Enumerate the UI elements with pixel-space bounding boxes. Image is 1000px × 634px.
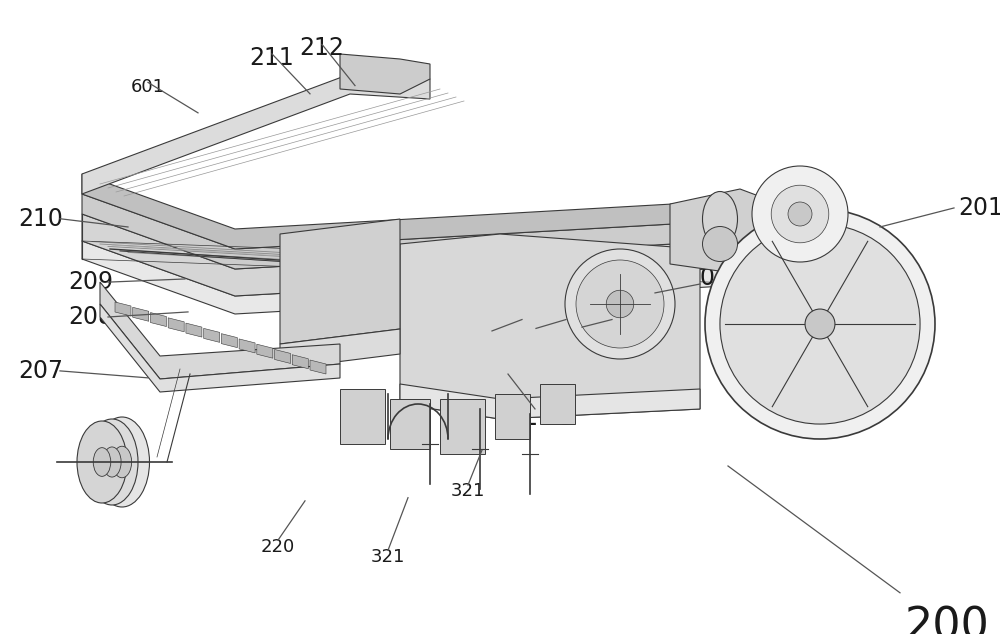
Ellipse shape: [103, 447, 121, 477]
Circle shape: [771, 185, 829, 243]
Ellipse shape: [77, 421, 127, 503]
Circle shape: [805, 309, 835, 339]
Polygon shape: [239, 339, 255, 353]
Polygon shape: [82, 74, 430, 194]
Circle shape: [752, 166, 848, 262]
Circle shape: [788, 202, 812, 226]
Text: 202: 202: [686, 266, 730, 290]
Polygon shape: [221, 333, 237, 347]
Polygon shape: [82, 214, 760, 296]
Text: 208: 208: [68, 305, 113, 329]
Ellipse shape: [86, 419, 138, 505]
Text: 205: 205: [511, 303, 545, 321]
Text: 601: 601: [131, 79, 165, 96]
Polygon shape: [82, 241, 760, 314]
Text: 210: 210: [18, 207, 63, 231]
Polygon shape: [82, 174, 760, 249]
Polygon shape: [340, 54, 430, 94]
Bar: [390, 399, 430, 449]
Text: 204: 204: [555, 303, 589, 321]
Circle shape: [606, 290, 634, 318]
Text: 321: 321: [371, 548, 405, 566]
Text: 203: 203: [601, 303, 635, 321]
Polygon shape: [670, 189, 780, 274]
Polygon shape: [275, 349, 291, 363]
Polygon shape: [292, 355, 308, 369]
Bar: [440, 399, 485, 454]
Circle shape: [720, 224, 920, 424]
Polygon shape: [150, 313, 166, 327]
Polygon shape: [115, 302, 131, 316]
Polygon shape: [100, 282, 340, 379]
Ellipse shape: [702, 226, 738, 261]
Polygon shape: [400, 384, 700, 419]
Text: 211: 211: [250, 46, 294, 70]
Bar: [540, 384, 575, 424]
Polygon shape: [280, 329, 400, 369]
Polygon shape: [280, 219, 400, 344]
Polygon shape: [186, 323, 202, 337]
Text: 220: 220: [261, 538, 295, 555]
Polygon shape: [204, 328, 220, 342]
Text: 200: 200: [905, 605, 990, 634]
Text: 207: 207: [18, 359, 63, 383]
Polygon shape: [257, 344, 273, 358]
Polygon shape: [100, 304, 340, 392]
Polygon shape: [400, 234, 700, 419]
Circle shape: [705, 209, 935, 439]
Ellipse shape: [94, 417, 150, 507]
Polygon shape: [310, 360, 326, 374]
Polygon shape: [82, 194, 760, 269]
Polygon shape: [133, 307, 149, 321]
Circle shape: [576, 260, 664, 348]
Text: 321: 321: [451, 482, 485, 500]
Ellipse shape: [93, 448, 111, 476]
Text: 201: 201: [958, 196, 1000, 220]
Polygon shape: [168, 318, 184, 332]
Text: 212: 212: [300, 36, 344, 60]
Text: 209: 209: [68, 270, 113, 294]
Ellipse shape: [702, 191, 738, 247]
Bar: [495, 394, 530, 439]
Bar: [340, 389, 385, 444]
Circle shape: [565, 249, 675, 359]
Text: 230: 230: [521, 403, 575, 431]
Ellipse shape: [112, 446, 132, 478]
